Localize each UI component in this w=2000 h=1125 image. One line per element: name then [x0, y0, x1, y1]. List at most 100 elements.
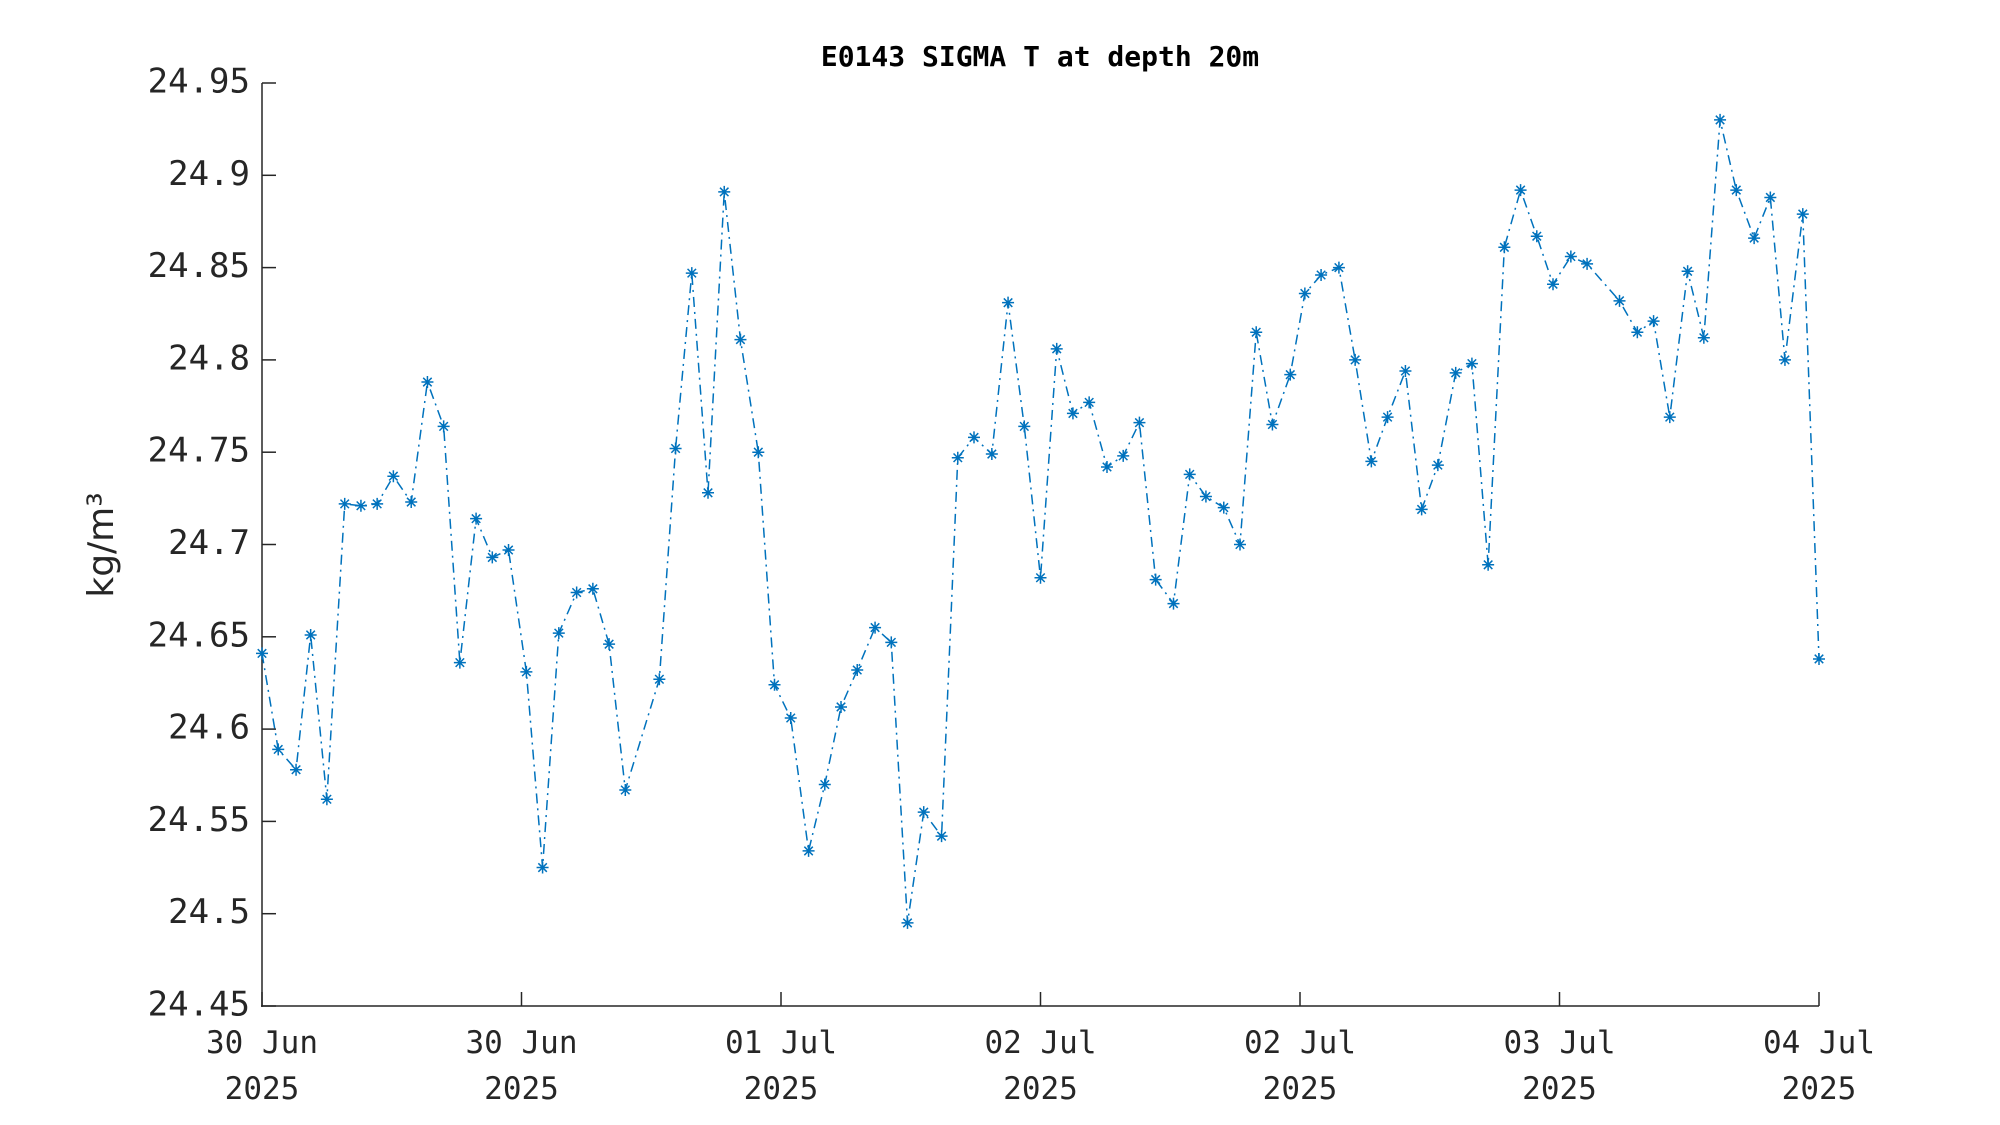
data-marker — [901, 916, 914, 929]
y-tick-label: 24.9 — [168, 154, 250, 194]
x-tick-label: 04 Jul 2025 — [1763, 1025, 1875, 1107]
data-marker — [338, 497, 351, 510]
data-marker — [1647, 315, 1660, 328]
y-tick-label: 24.95 — [148, 62, 250, 102]
data-marker — [818, 778, 831, 791]
x-tick-label: 02 Jul 2025 — [984, 1025, 1097, 1107]
data-marker — [437, 420, 450, 433]
data-marker — [290, 763, 303, 776]
data-marker — [1002, 296, 1015, 309]
data-line — [261, 119, 1820, 924]
data-marker — [552, 627, 565, 640]
data-marker — [1681, 265, 1694, 278]
data-marker — [1663, 411, 1676, 424]
data-marker — [1284, 368, 1297, 381]
x-tick-label: 02 Jul 2025 — [1244, 1025, 1356, 1107]
data-marker — [784, 712, 797, 725]
x-tick-label: 03 Jul 2025 — [1503, 1025, 1616, 1107]
data-marker — [1730, 184, 1743, 197]
data-marker — [1613, 294, 1626, 307]
data-marker — [1714, 113, 1727, 126]
data-marker — [320, 793, 333, 806]
data-marker — [1315, 268, 1328, 281]
y-tick-label: 24.85 — [148, 246, 250, 286]
y-tick-label: 24.45 — [148, 985, 250, 1025]
x-tick-label: 30 Jun 2025 — [465, 1025, 578, 1107]
data-marker — [520, 665, 533, 678]
data-marker — [1199, 490, 1212, 503]
data-marker — [1697, 331, 1710, 344]
data-marker — [354, 499, 367, 512]
data-marker — [1034, 571, 1047, 584]
data-marker — [421, 376, 434, 389]
data-marker — [1796, 208, 1809, 221]
data-marker — [1564, 250, 1577, 263]
data-marker — [453, 656, 466, 669]
x-tick-label: 01 Jul 2025 — [725, 1025, 837, 1107]
data-marker — [1083, 396, 1096, 409]
data-marker — [1149, 573, 1162, 586]
data-marker — [968, 431, 981, 444]
data-marker — [1117, 449, 1130, 462]
data-marker — [851, 664, 864, 677]
data-marker — [1498, 241, 1511, 254]
data-marker — [1018, 420, 1031, 433]
data-marker — [1482, 558, 1495, 571]
data-marker — [1415, 503, 1428, 516]
data-marker — [1399, 364, 1412, 377]
data-marker — [1748, 232, 1761, 245]
data-marker — [1764, 191, 1777, 204]
data-marker — [387, 470, 400, 483]
y-tick-label: 24.6 — [168, 708, 250, 748]
y-tick-label: 24.55 — [148, 800, 250, 840]
data-marker — [985, 448, 998, 461]
y-tick-label: 24.65 — [148, 615, 250, 655]
data-marker — [1365, 455, 1378, 468]
data-marker — [718, 185, 731, 198]
data-marker — [1101, 460, 1113, 473]
data-marker — [1050, 342, 1063, 355]
data-marker — [1298, 287, 1311, 300]
data-marker — [1167, 597, 1180, 610]
data-marker — [1813, 652, 1825, 665]
data-marker — [1381, 411, 1394, 424]
data-marker — [802, 844, 815, 857]
x-tick-label: 30 Jun 2025 — [206, 1025, 318, 1107]
data-marker — [1250, 326, 1263, 339]
data-marker — [702, 486, 715, 499]
data-marker — [1332, 261, 1345, 274]
data-marker — [502, 544, 515, 557]
data-marker — [1266, 418, 1279, 431]
data-marker — [869, 621, 882, 634]
data-marker — [371, 497, 384, 510]
data-marker — [603, 638, 616, 651]
data-marker — [1530, 230, 1543, 243]
chart-title: E0143 SIGMA T at depth 20m — [821, 40, 1259, 73]
data-marker — [734, 333, 747, 346]
data-marker — [951, 451, 964, 464]
data-marker — [1547, 278, 1560, 291]
data-marker — [486, 551, 499, 564]
data-marker — [1778, 353, 1791, 366]
data-marker — [1431, 459, 1444, 472]
data-marker — [835, 700, 848, 713]
y-tick-label: 24.75 — [148, 431, 250, 471]
data-marker — [653, 673, 666, 686]
data-marker — [917, 806, 930, 819]
data-marker — [304, 628, 317, 641]
data-marker — [1183, 468, 1196, 481]
y-tick-label: 24.7 — [168, 523, 250, 563]
data-marker — [1514, 184, 1527, 197]
data-marker — [619, 784, 632, 797]
y-tick-label: 24.8 — [168, 338, 250, 378]
data-marker — [885, 636, 898, 649]
data-marker — [1133, 416, 1146, 429]
data-marker — [1581, 257, 1594, 270]
data-marker — [570, 586, 583, 599]
y-axis-label: kg/m³ — [81, 492, 122, 597]
data-marker — [470, 512, 483, 525]
data-marker — [256, 647, 268, 660]
data-marker — [586, 582, 599, 595]
